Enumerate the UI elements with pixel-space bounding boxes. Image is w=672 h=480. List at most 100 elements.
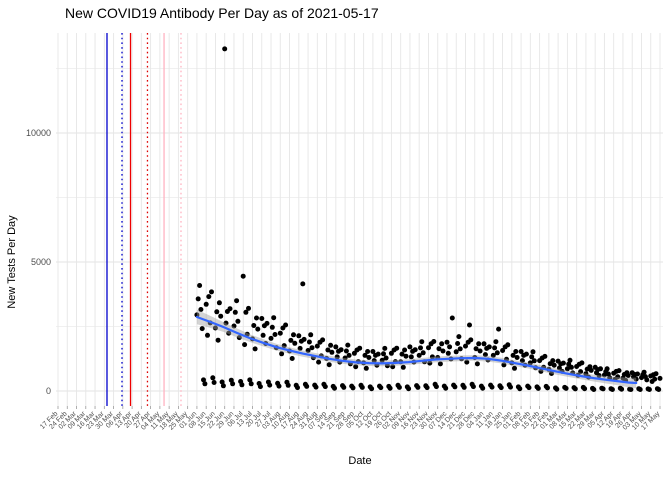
data-point [231, 323, 237, 329]
data-point [226, 330, 232, 336]
data-point [329, 349, 335, 355]
data-point [486, 344, 492, 350]
data-point [527, 360, 533, 366]
data-point [500, 348, 506, 353]
data-point [453, 349, 459, 355]
data-point [436, 346, 442, 352]
data-point [357, 345, 363, 351]
data-point [526, 385, 532, 391]
data-point [567, 357, 573, 363]
data-point [476, 341, 482, 347]
data-point [227, 306, 233, 312]
data-point [359, 384, 365, 390]
data-point [239, 382, 245, 388]
data-point [387, 385, 393, 391]
data-point [378, 385, 384, 391]
x-gridlines [57, 33, 661, 406]
data-point [333, 344, 339, 350]
data-point [267, 382, 273, 388]
data-point [609, 387, 615, 392]
data-point [254, 315, 259, 321]
data-point [564, 366, 570, 372]
data-point [363, 365, 369, 371]
data-point [467, 322, 472, 328]
data-point [433, 384, 439, 390]
data-point [596, 373, 602, 378]
data-point [496, 326, 502, 332]
data-point [276, 383, 282, 389]
data-point [343, 348, 349, 354]
data-point [334, 354, 340, 360]
data-point [305, 348, 311, 353]
data-point [419, 339, 425, 345]
data-point [215, 337, 221, 343]
data-point [644, 377, 650, 383]
data-point [326, 362, 332, 368]
data-point [604, 366, 610, 372]
data-point [457, 346, 463, 352]
data-point [492, 345, 498, 351]
data-point [530, 349, 536, 355]
data-point [362, 352, 368, 358]
data-point [505, 342, 511, 348]
data-point [383, 355, 389, 361]
data-point [313, 384, 319, 390]
data-point [240, 273, 246, 279]
data-point [271, 315, 277, 321]
y-major-gridlines [56, 132, 663, 392]
data-point [399, 351, 405, 357]
data-point [297, 345, 303, 351]
data-point [206, 294, 212, 300]
data-point [578, 369, 584, 375]
data-point [195, 296, 201, 302]
data-point [408, 354, 414, 360]
data-point [222, 46, 228, 52]
x-axis-ticks [57, 406, 661, 409]
data-point [322, 384, 328, 390]
data-point [427, 360, 433, 366]
data-point [412, 347, 418, 353]
data-point [588, 367, 594, 373]
data-point [325, 347, 331, 353]
y-minor-gridlines [56, 68, 663, 327]
data-point [203, 301, 209, 307]
data-point [583, 371, 589, 377]
data-point [510, 352, 516, 358]
data-point [554, 386, 560, 392]
data-point [512, 365, 517, 371]
data-point [652, 376, 658, 382]
data-point [480, 385, 486, 391]
data-point [657, 375, 663, 381]
data-point [416, 352, 422, 358]
data-point [508, 384, 513, 390]
data-point [579, 360, 585, 366]
data-point [309, 345, 315, 351]
data-point [300, 281, 306, 287]
reference-vlines [106, 33, 182, 406]
data-point [452, 384, 458, 390]
data-point [366, 355, 372, 360]
data-point [295, 385, 300, 391]
data-point [600, 386, 606, 392]
data-point [568, 364, 574, 370]
data-point [619, 386, 625, 392]
data-point [345, 342, 351, 348]
data-point [328, 342, 334, 348]
data-point [268, 335, 274, 341]
data-point [490, 352, 496, 358]
data-point [235, 318, 241, 324]
data-point [494, 350, 500, 356]
data-point [220, 383, 226, 389]
data-point [257, 384, 263, 390]
data-point [379, 357, 385, 363]
data-point [296, 333, 302, 339]
data-point [219, 379, 225, 385]
data-point [353, 364, 359, 370]
data-point [468, 337, 474, 343]
data-point [260, 332, 266, 338]
data-point [289, 356, 295, 361]
data-point [365, 349, 371, 354]
data-point [259, 316, 265, 321]
